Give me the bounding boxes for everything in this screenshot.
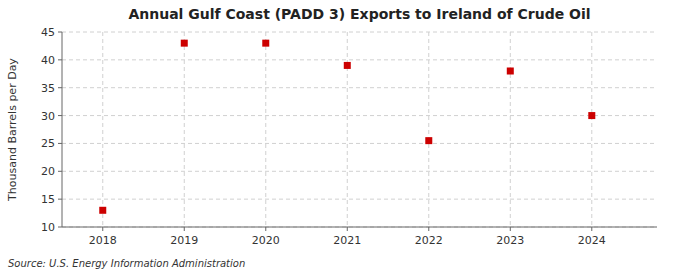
x-grid-line xyxy=(265,32,266,227)
y-tick xyxy=(58,59,62,60)
x-tick-label: 2018 xyxy=(89,234,117,247)
point xyxy=(425,137,432,144)
point xyxy=(507,68,514,75)
point xyxy=(181,40,188,47)
y-tick-label: 15 xyxy=(41,193,55,206)
source-note: Source: U.S. Energy Information Administ… xyxy=(8,258,245,269)
y-grid-line xyxy=(62,171,657,172)
y-tick xyxy=(58,115,62,116)
y-tick-label: 40 xyxy=(41,54,55,67)
x-axis-line xyxy=(62,227,657,228)
y-grid-line xyxy=(62,32,657,33)
x-tick xyxy=(265,227,266,231)
x-tick-label: 2023 xyxy=(496,234,524,247)
y-grid-line xyxy=(62,199,657,200)
x-tick xyxy=(184,227,185,231)
y-grid-line xyxy=(62,87,657,88)
chart-container: 10 15 20 25 30 35 40 45 2018 2019 2020 2021 2022 2023… xyxy=(0,0,675,275)
x-tick xyxy=(591,227,592,231)
x-tick-label: 2022 xyxy=(415,234,443,247)
x-grid-line xyxy=(510,32,511,227)
x-grid-line xyxy=(347,32,348,227)
x-grid-line xyxy=(102,32,103,227)
x-tick xyxy=(428,227,429,231)
x-tick-label: 2021 xyxy=(333,234,361,247)
y-tick xyxy=(58,227,62,228)
x-grid-line xyxy=(184,32,185,227)
y-tick-label: 25 xyxy=(41,137,55,150)
x-tick xyxy=(510,227,511,231)
x-tick-label: 2024 xyxy=(578,234,606,247)
y-tick xyxy=(58,171,62,172)
y-tick xyxy=(58,143,62,144)
y-tick-label: 20 xyxy=(41,165,55,178)
y-grid-line xyxy=(62,59,657,60)
x-tick xyxy=(347,227,348,231)
y-tick-label: 35 xyxy=(41,82,55,95)
y-axis-label: Thousand Barrels per Day xyxy=(6,58,19,202)
chart-svg: 10 15 20 25 30 35 40 45 2018 2019 2020 2021 2022 2023… xyxy=(0,0,675,275)
grid xyxy=(62,32,657,227)
point xyxy=(99,207,106,214)
point xyxy=(588,112,595,119)
x-grid-line xyxy=(428,32,429,227)
y-tick-label: 10 xyxy=(41,221,55,234)
y-tick-label: 45 xyxy=(41,26,55,39)
points xyxy=(99,40,595,214)
y-axis-line xyxy=(62,32,63,227)
y-tick xyxy=(58,199,62,200)
x-tick-label: 2020 xyxy=(252,234,280,247)
x-tick xyxy=(102,227,103,231)
y-tick xyxy=(58,32,62,33)
title: Annual Gulf Coast (PADD 3) Exports to Ir… xyxy=(128,6,590,22)
y-grid-line xyxy=(62,115,657,116)
y-grid-line xyxy=(62,227,657,228)
y-tick xyxy=(58,87,62,88)
y-grid-line xyxy=(62,143,657,144)
x-grid-line xyxy=(591,32,592,227)
ticks: 10 15 20 25 30 35 40 45 2018 2019 2020 2021 2022 2023… xyxy=(41,26,606,247)
y-tick-label: 30 xyxy=(41,110,55,123)
point xyxy=(344,62,351,69)
x-tick-label: 2019 xyxy=(170,234,198,247)
point xyxy=(262,40,269,47)
